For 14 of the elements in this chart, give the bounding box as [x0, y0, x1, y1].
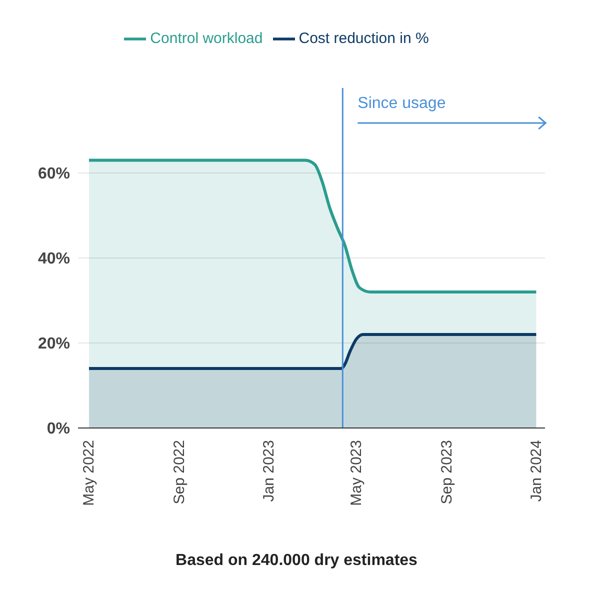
- x-tick-label: Sep 2022: [170, 440, 188, 504]
- y-tick-label: 60%: [38, 166, 70, 183]
- y-tick-label: 40%: [38, 250, 70, 268]
- text: Based on 240.000 dry estimates: [174, 552, 418, 570]
- legend-label: Cost reduction in %: [298, 30, 429, 47]
- x-tick-label: May 2023: [348, 440, 366, 506]
- x-tick-label: Jan 2023: [260, 440, 278, 502]
- ref-line-label: Since usage: [358, 95, 446, 112]
- x-tick-label: May 2022: [80, 440, 98, 506]
- y-tick-label: 20%: [38, 336, 70, 353]
- x-tick-label: Jan 2024: [528, 440, 545, 502]
- x-tick-label: Sep 2023: [438, 440, 456, 504]
- y-tick-label: 0%: [46, 420, 70, 438]
- legend-label: Control workload: [150, 30, 263, 47]
